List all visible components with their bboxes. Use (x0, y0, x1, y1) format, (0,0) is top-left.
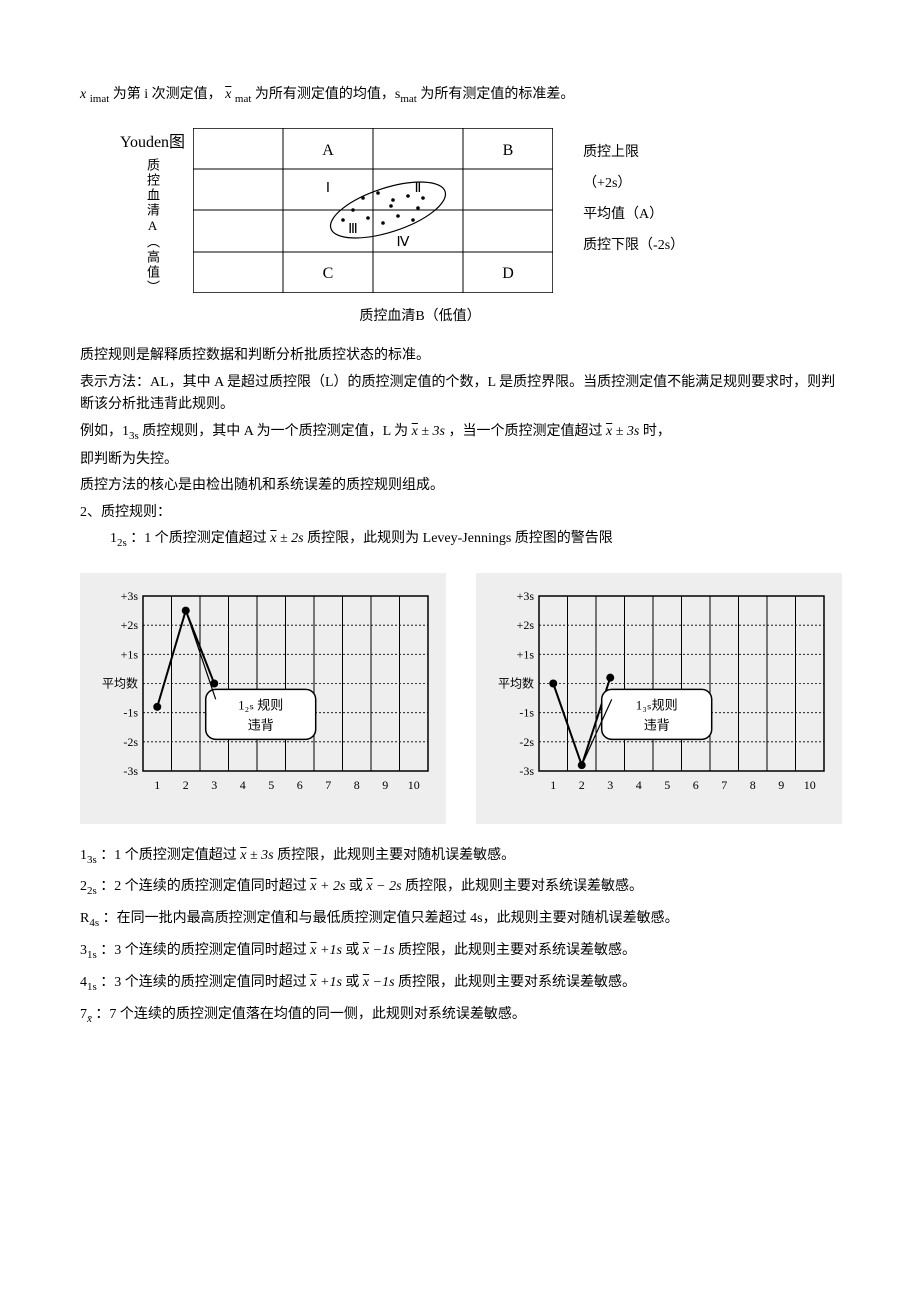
svg-text:2: 2 (579, 778, 585, 792)
svg-text:-3s: -3s (123, 764, 138, 778)
svg-text:+2s: +2s (121, 618, 139, 632)
svg-text:9: 9 (778, 778, 784, 792)
svg-text:9: 9 (382, 778, 388, 792)
svg-text:10: 10 (408, 778, 420, 792)
svg-text:平均数: 平均数 (102, 675, 138, 690)
rule-13s: 13s ：1 个质控测定值超过 x ± 3s 质控限，此规则主要对随机误差敏感。 (80, 844, 840, 866)
subscript: imat (90, 93, 110, 105)
youden-x-label: 质控血清B（低值） (240, 305, 600, 325)
youden-legend: 质控上限 （+2s） 平均值（A） 质控下限（-2s） (583, 128, 684, 261)
rule-7x: 7x̄ ：7 个连续的质控测定值落在均值的同一侧，此规则对系统误差敏感。 (80, 1003, 840, 1025)
svg-text:+1s: +1s (121, 647, 139, 661)
svg-text:4: 4 (240, 778, 246, 792)
body-line-4: 即判断为失控。 (80, 449, 840, 471)
text: 为第 i 次测定值， (113, 87, 222, 102)
legend-lower: 质控下限（-2s） (583, 231, 684, 262)
svg-text:+3s: +3s (121, 589, 139, 603)
body-line-6: 2、质控规则： (80, 502, 840, 524)
rule-12s: 12s ：1 个质控测定值超过 x ± 2s 质控限，此规则为 Levey-Je… (110, 528, 840, 552)
svg-text:-1s: -1s (519, 705, 534, 719)
svg-text:5: 5 (268, 778, 274, 792)
subscript: mat (235, 93, 252, 105)
svg-text:D: D (502, 265, 514, 282)
body-line-2: 表示方法：AL，其中 A 是超过质控限（L）的质控测定值的个数，L 是质控界限。… (80, 372, 840, 417)
body-line-3: 例如，13s 质控规则，其中 A 为一个质控测定值，L 为 x ± 3s ，当一… (80, 421, 840, 445)
svg-text:Ⅰ: Ⅰ (326, 181, 330, 196)
svg-text:C: C (323, 265, 334, 282)
youden-y-label: 质控血清A（高值） (143, 158, 162, 295)
svg-text:1₂ₛ 规则: 1₂ₛ 规则 (238, 697, 283, 712)
control-chart-13s: +3s +2s +1s 平均数 -1s -2s -3s 1 2 3 4 5 6 7 8 9 10 1₃ₛ规则违背 (476, 573, 842, 824)
svg-text:7: 7 (721, 778, 727, 792)
svg-text:3: 3 (211, 778, 217, 792)
text: 为所有测定值的标准差。 (420, 87, 574, 102)
svg-text:-2s: -2s (519, 734, 534, 748)
svg-text:3: 3 (607, 778, 613, 792)
svg-text:1₃ₛ规则: 1₃ₛ规则 (636, 697, 678, 712)
subscript: mat (400, 93, 417, 105)
text: 为所有测定值的均值，s (255, 87, 400, 102)
svg-text:4: 4 (636, 778, 642, 792)
legend-mean: 平均值（A） (583, 200, 684, 231)
var-x: x (80, 87, 86, 102)
body-line-1: 质控规则是解释质控数据和判断分析批质控状态的标准。 (80, 345, 840, 367)
svg-text:+2s: +2s (517, 618, 535, 632)
rule-22s: 22s ：2 个连续的质控测定值同时超过 x + 2s 或 x − 2s 质控限… (80, 875, 840, 897)
var-xbar: x (225, 87, 231, 102)
youden-title: Youden图 (120, 128, 185, 152)
svg-text:7: 7 (325, 778, 331, 792)
svg-text:1: 1 (550, 778, 556, 792)
svg-text:违背: 违背 (248, 717, 274, 732)
charts-row: +3s+2s+1s平均数-1s-2s-3s123456789101₂ₛ 规则违背… (80, 573, 840, 824)
intro-line: x imat 为第 i 次测定值， x mat 为所有测定值的均值，smat 为… (80, 84, 840, 108)
rule-31s: 31s ：3 个连续的质控测定值同时超过 x +1s 或 x −1s 质控限，此… (80, 939, 840, 961)
rule-41s: 41s ：3 个连续的质控测定值同时超过 x +1s 或 x −1s 质控限，此… (80, 971, 840, 993)
svg-text:8: 8 (750, 778, 756, 792)
svg-text:5: 5 (664, 778, 670, 792)
svg-text:+3s: +3s (517, 589, 535, 603)
svg-text:B: B (503, 142, 514, 159)
legend-upper: 质控上限 （+2s） (583, 138, 684, 200)
svg-text:2: 2 (183, 778, 189, 792)
control-chart-12s: +3s +2s +1s 平均数 -1s -2s -3s 1 2 3 4 5 6 7 8 9 10 1₂ₛ 规则违背 (80, 573, 446, 824)
youden-diagram: Youden图 质控血清A（高值） A B C D Ⅰ Ⅱ Ⅲ Ⅳ 质控上限 （+2s） 平均… (120, 128, 840, 295)
rule-r4s: R4s ：在同一批内最高质控测定值和与最低质控测定值只差超过 4s，此规则主要对… (80, 907, 840, 929)
svg-text:+1s: +1s (517, 647, 535, 661)
svg-text:A: A (322, 142, 334, 159)
svg-text:6: 6 (297, 778, 303, 792)
youden-y-axis: Youden图 质控血清A（高值） (120, 128, 185, 295)
svg-text:-2s: -2s (123, 734, 138, 748)
svg-text:-3s: -3s (519, 764, 534, 778)
body-line-5: 质控方法的核心是由检出随机和系统误差的质控规则组成。 (80, 475, 840, 497)
svg-text:6: 6 (693, 778, 699, 792)
youden-grid: A B C D Ⅰ Ⅱ Ⅲ Ⅳ (193, 128, 553, 293)
svg-text:Ⅱ: Ⅱ (415, 181, 422, 196)
svg-text:-1s: -1s (123, 705, 138, 719)
document-page: x imat 为第 i 次测定值， x mat 为所有测定值的均值，smat 为… (0, 0, 920, 1074)
svg-text:Ⅲ: Ⅲ (348, 222, 358, 237)
svg-text:8: 8 (354, 778, 360, 792)
svg-text:1: 1 (154, 778, 160, 792)
svg-text:平均数: 平均数 (498, 675, 534, 690)
svg-text:Ⅳ: Ⅳ (397, 235, 410, 250)
svg-text:违背: 违背 (644, 717, 670, 732)
svg-text:10: 10 (804, 778, 816, 792)
